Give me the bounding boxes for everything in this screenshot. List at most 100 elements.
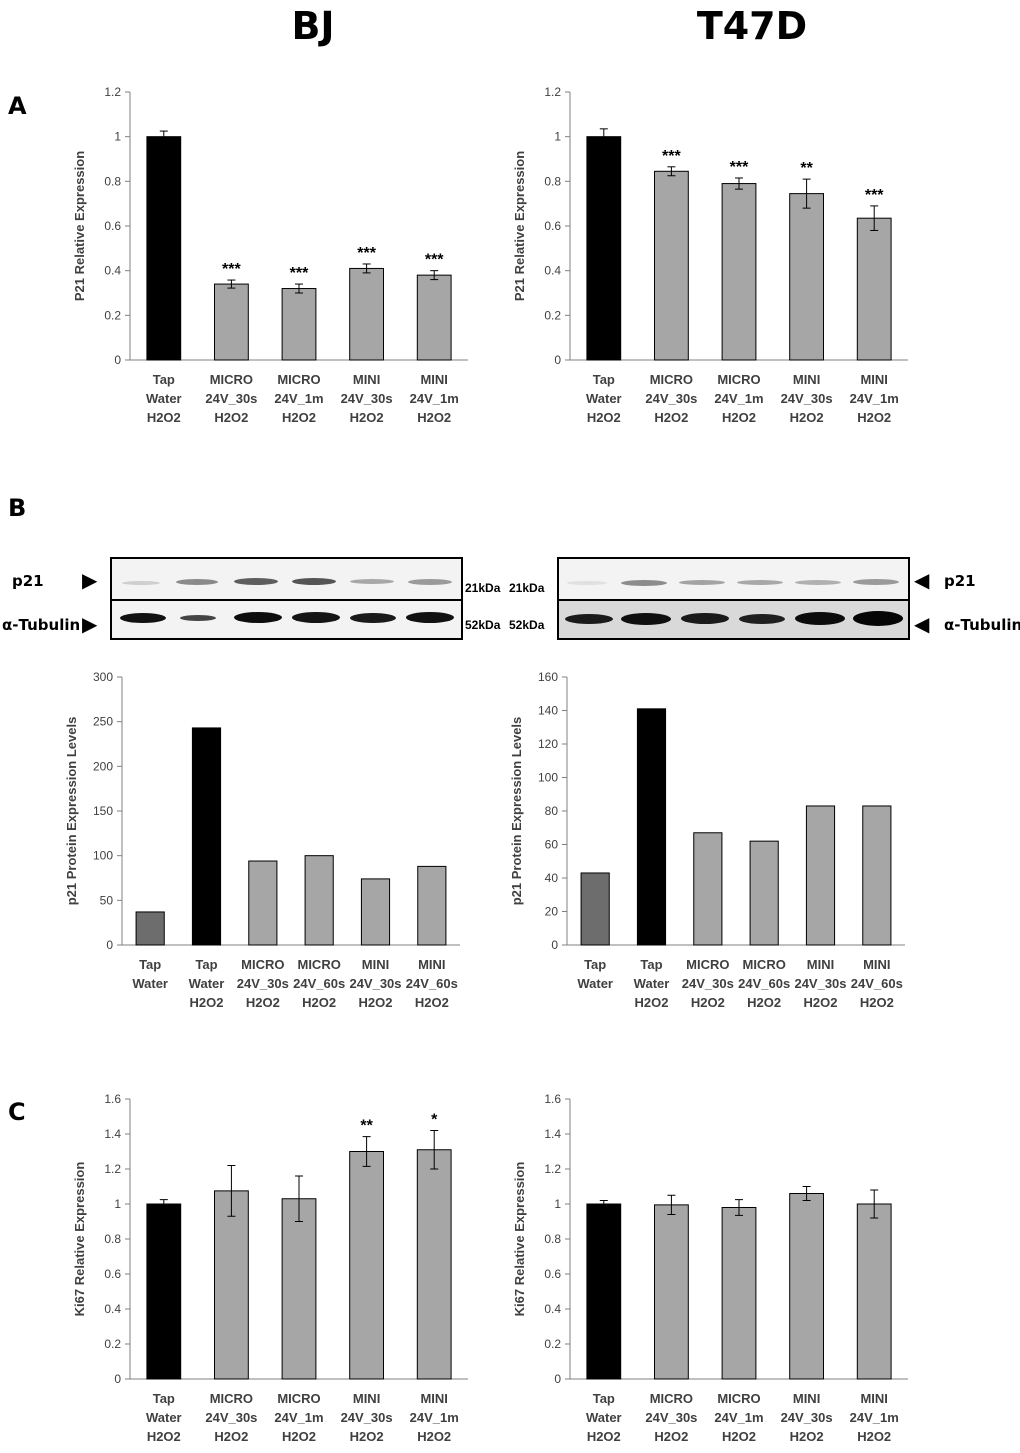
y-tick-label: 150 [93, 804, 113, 818]
x-tick-label: 24V_30s [645, 1410, 697, 1425]
y-tick-label: 100 [93, 849, 113, 863]
bar [636, 708, 667, 946]
band [795, 612, 845, 625]
x-tick-label: Water [189, 976, 225, 991]
kda-label-52: 52kDa [509, 618, 545, 632]
y-tick-label: 1.2 [104, 1162, 121, 1176]
x-tick-label: 24V_60s [406, 976, 458, 991]
y-tick-label: 0 [554, 353, 561, 367]
band [737, 580, 783, 585]
x-tick-label: Tap [593, 1391, 615, 1406]
x-tick-label: 24V_30s [682, 976, 734, 991]
x-tick-label: MINI [418, 957, 445, 972]
bar [654, 170, 689, 361]
band [681, 613, 729, 624]
x-tick-label: H2O2 [359, 995, 393, 1010]
x-tick-label: Water [586, 391, 622, 406]
y-tick-label: 100 [538, 771, 558, 785]
significance-label: *** [290, 265, 309, 282]
x-tick-label: H2O2 [147, 1429, 181, 1444]
bar [281, 288, 317, 361]
y-axis-title: P21 Relative Expression [72, 151, 87, 301]
x-tick-label: 24V_60s [293, 976, 345, 991]
significance-label: *** [730, 159, 749, 176]
y-tick-label: 20 [545, 905, 559, 919]
y-axis-title: Ki67 Relative Expression [512, 1162, 527, 1317]
bar [304, 855, 334, 946]
x-tick-label: H2O2 [747, 995, 781, 1010]
significance-label: *** [222, 261, 241, 278]
x-tick-label: H2O2 [691, 995, 725, 1010]
band [565, 614, 613, 624]
x-tick-label: MINI [420, 372, 447, 387]
y-tick-label: 0 [114, 1372, 121, 1386]
x-tick-label: H2O2 [282, 1429, 316, 1444]
arrow-left-icon: ◀ [914, 614, 930, 636]
y-tick-label: 0.4 [104, 1302, 121, 1316]
band [292, 612, 340, 623]
x-tick-label: Tap [139, 957, 161, 972]
x-tick-label: H2O2 [654, 410, 688, 425]
x-tick-label: 24V_30s [205, 1410, 257, 1425]
title-t47d: T47D [696, 4, 808, 48]
x-tick-label: 24V_30s [781, 391, 833, 406]
y-tick-label: 0.8 [544, 174, 561, 188]
y-tick-label: 0.6 [104, 1267, 121, 1281]
y-tick-label: 0.2 [104, 308, 121, 322]
y-tick-label: 0.4 [104, 264, 121, 278]
y-tick-label: 300 [93, 670, 113, 684]
x-tick-label: MICRO [277, 1391, 320, 1406]
x-tick-label: Water [146, 1410, 182, 1425]
x-tick-label: 24V_1m [850, 1410, 899, 1425]
band [679, 580, 725, 585]
significance-label: ** [360, 1118, 373, 1135]
kda-label-21: 21kDa [465, 581, 501, 595]
x-tick-label: H2O2 [214, 410, 248, 425]
x-tick-label: H2O2 [246, 995, 280, 1010]
bar [417, 865, 447, 946]
y-tick-label: 120 [538, 737, 558, 751]
blot-label-tubulin-left: α-Tubulin [2, 616, 81, 634]
y-tick-label: 1.6 [544, 1092, 561, 1106]
y-tick-label: 0.6 [544, 219, 561, 233]
y-tick-label: 50 [100, 893, 114, 907]
significance-label: *** [425, 252, 444, 269]
x-tick-label: H2O2 [635, 995, 669, 1010]
x-tick-label: 24V_60s [851, 976, 903, 991]
x-tick-label: 24V_30s [781, 1410, 833, 1425]
x-tick-label: MICRO [241, 957, 284, 972]
band [621, 613, 671, 625]
panel-letter-c: C [8, 1098, 26, 1126]
significance-label: *** [865, 187, 884, 204]
x-tick-label: 24V_30s [645, 391, 697, 406]
x-tick-label: MINI [793, 1391, 820, 1406]
y-axis-title: Ki67 Relative Expression [72, 1162, 87, 1317]
band [408, 579, 452, 585]
band [176, 579, 218, 585]
x-tick-label: 24V_30s [205, 391, 257, 406]
x-tick-label: H2O2 [654, 1429, 688, 1444]
band [350, 613, 396, 623]
bar [749, 840, 779, 946]
y-tick-label: 1.2 [544, 1162, 561, 1176]
y-tick-label: 1 [114, 1197, 121, 1211]
blot-row-tubulin [559, 601, 908, 638]
y-tick-label: 0 [114, 353, 121, 367]
x-tick-label: 24V_1m [850, 391, 899, 406]
x-tick-label: H2O2 [722, 1429, 756, 1444]
y-tick-label: 0.6 [104, 219, 121, 233]
bar [146, 1203, 182, 1380]
x-tick-label: Tap [584, 957, 606, 972]
band [567, 581, 607, 585]
y-tick-label: 1 [114, 130, 121, 144]
kda-label-21: 21kDa [509, 581, 545, 595]
blot-label-p21-right: p21 [944, 572, 976, 590]
band [853, 579, 899, 585]
bar [693, 832, 723, 946]
kda-label-52: 52kDa [465, 618, 501, 632]
western-blot-t47d [557, 557, 910, 640]
x-tick-label: 24V_30s [341, 391, 393, 406]
band [350, 579, 394, 584]
